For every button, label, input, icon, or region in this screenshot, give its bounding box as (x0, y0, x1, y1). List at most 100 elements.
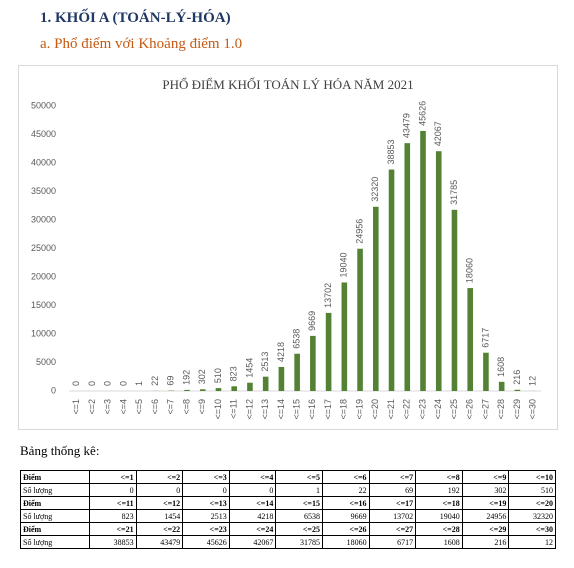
bar (451, 209, 458, 391)
value-label: 45626 (417, 101, 427, 126)
table-cell: <=10 (508, 470, 556, 484)
table-cell: <=1 (89, 470, 137, 484)
table-cell: Số lượng (20, 483, 90, 497)
bar (483, 352, 489, 391)
table-row: Số lượng 38853 43479 45626 42067 31785 18060 67… (20, 535, 556, 549)
table-cell: <=3 (182, 470, 230, 484)
table-cell: 24956 (461, 509, 510, 523)
bar (467, 288, 473, 391)
value-label: 6717 (480, 328, 490, 348)
x-tick-label: <=3 (103, 399, 113, 415)
table-cell: <=4 (228, 470, 277, 484)
table-cell: <=6 (321, 470, 370, 484)
value-label: 216 (512, 370, 522, 385)
table-cell: <=24 (228, 522, 277, 536)
value-label: 0 (87, 381, 97, 386)
table-cell: Điểm (20, 522, 90, 536)
value-label: 31785 (449, 180, 459, 205)
value-label: 1 (134, 381, 144, 386)
bar (294, 353, 300, 391)
bar (199, 389, 206, 391)
table-row: Điểm <=1 <=2 <=3 <=4 <=5 <=6 <=7 <=8 <=9 <=10 (20, 470, 556, 484)
x-tick-label: <=6 (150, 399, 160, 415)
table-cell: 302 (461, 483, 510, 497)
table-row: Điểm <=21 <=22 <=23 <=24 <=25 <=26 <=27 <=28 <=29… (20, 522, 556, 536)
table-cell: 216 (461, 535, 510, 549)
value-label: 12 (528, 376, 538, 386)
x-tick-label: <=19 (354, 399, 364, 420)
x-tick-label: <=11 (229, 399, 239, 419)
table-cell: <=17 (368, 496, 417, 510)
x-tick-label: <=8 (181, 399, 191, 415)
value-label: 0 (103, 381, 113, 386)
table-caption: Bảng thống kê: (20, 443, 100, 458)
table-cell: 43479 (135, 535, 184, 549)
y-tick-label: 5000 (36, 357, 56, 367)
table-cell: <=9 (461, 470, 510, 484)
chart: PHỔ ĐIỂM KHỐI TOÁN LÝ HÓA NĂM 2021 0 5000… (18, 65, 558, 430)
y-tick-label: 20000 (31, 271, 56, 281)
table-cell: 69 (368, 483, 417, 497)
x-tick-label: <=5 (134, 399, 144, 415)
table-cell: <=18 (415, 496, 463, 510)
stats-table: Điểm <=1 <=2 <=3 <=4 <=5 <=6 <=7 <=8 <=9 <=10 Số lư… (20, 470, 556, 549)
x-tick-label: <=17 (323, 399, 333, 420)
table-cell: Điểm (20, 470, 90, 484)
x-tick-label: <=1 (71, 399, 81, 415)
x-tick-label: <=12 (244, 399, 254, 420)
bar (514, 389, 521, 391)
value-label: 13702 (323, 283, 333, 308)
table-cell: 0 (228, 483, 277, 497)
table-cell: 6717 (368, 535, 417, 549)
value-label: 19040 (339, 252, 349, 277)
value-label: 6538 (292, 329, 302, 349)
table-cell: 0 (89, 483, 137, 497)
table-cell: 18060 (321, 535, 370, 549)
y-tick-label: 50000 (31, 100, 56, 110)
table-row: Số lượng 823 1454 2513 4218 6538 9669 13702 1904… (20, 509, 556, 523)
y-tick-label: 0 (51, 385, 56, 395)
value-label: 38853 (386, 140, 396, 165)
table-cell: Điểm (20, 496, 90, 510)
bar (310, 335, 316, 391)
x-tick-label: <=4 (118, 399, 128, 415)
value-label: 43479 (402, 113, 412, 138)
table-cell: 6538 (275, 509, 323, 523)
table-cell: 1 (275, 483, 323, 497)
value-label: 823 (229, 366, 239, 381)
table-cell: <=20 (508, 496, 556, 510)
table-cell: <=12 (135, 496, 184, 510)
table-cell: <=19 (461, 496, 510, 510)
x-tick-label: <=22 (402, 399, 412, 420)
table-cell: <=11 (89, 496, 137, 510)
subheading: a. Phổ điểm với Khoảng điểm 1.0 (40, 36, 243, 52)
table-cell: <=23 (182, 522, 230, 536)
table-cell: 1454 (135, 509, 184, 523)
value-label: 32320 (370, 177, 380, 202)
table-cell: 2513 (182, 509, 230, 523)
table-row: Số lượng 0 0 0 0 1 22 69 192 302 510 (20, 483, 556, 497)
table-cell: 31785 (275, 535, 323, 549)
value-label: 2513 (260, 352, 270, 372)
x-tick-label: <=2 (87, 399, 97, 415)
value-label: 192 (181, 370, 191, 385)
value-label: 0 (118, 381, 128, 386)
bar (498, 381, 505, 391)
table-cell: <=8 (415, 470, 463, 484)
table-cell: Số lượng (20, 509, 90, 523)
x-tick-label: <=27 (480, 399, 490, 420)
bar (184, 389, 190, 391)
x-tick-label: <=28 (496, 399, 506, 420)
bar (247, 382, 253, 391)
x-tick-label: <=20 (370, 399, 380, 420)
bar (231, 386, 237, 391)
table-cell: 1608 (415, 535, 463, 549)
table-cell: 0 (135, 483, 184, 497)
bar (325, 312, 332, 391)
table-cell: 192 (415, 483, 463, 497)
bar (262, 376, 269, 391)
table-cell: 42067 (228, 535, 277, 549)
value-label: 4218 (276, 342, 286, 362)
table-cell: <=27 (368, 522, 417, 536)
y-tick-label: 30000 (31, 214, 56, 224)
